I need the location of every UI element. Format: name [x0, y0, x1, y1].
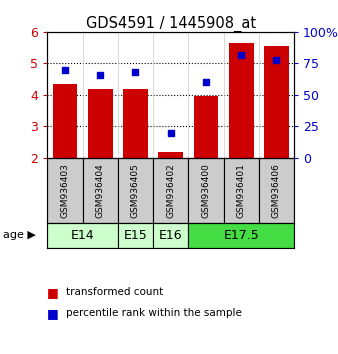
Bar: [153, 158, 188, 223]
Text: E14: E14: [71, 229, 94, 242]
Bar: [188, 158, 223, 223]
Bar: [118, 223, 153, 248]
Bar: [153, 223, 188, 248]
Text: E16: E16: [159, 229, 183, 242]
Text: E15: E15: [124, 229, 147, 242]
Bar: [123, 88, 148, 158]
Bar: [53, 84, 77, 158]
Text: GSM936405: GSM936405: [131, 163, 140, 218]
Bar: [88, 88, 113, 158]
Text: ■: ■: [47, 286, 59, 298]
Bar: [118, 158, 153, 223]
Bar: [82, 158, 118, 223]
Bar: [158, 152, 183, 158]
Text: E17.5: E17.5: [223, 229, 259, 242]
Text: age ▶: age ▶: [3, 230, 36, 240]
Bar: [47, 158, 82, 223]
Text: percentile rank within the sample: percentile rank within the sample: [66, 308, 242, 318]
Text: GSM936401: GSM936401: [237, 163, 246, 218]
Text: GSM936400: GSM936400: [201, 163, 211, 218]
Bar: [229, 43, 254, 158]
Title: GDS4591 / 1445908_at: GDS4591 / 1445908_at: [86, 16, 256, 32]
Text: GSM936406: GSM936406: [272, 163, 281, 218]
Bar: [194, 96, 218, 158]
Bar: [188, 223, 294, 248]
Bar: [223, 158, 259, 223]
Text: ■: ■: [47, 307, 59, 320]
Bar: [264, 46, 289, 158]
Bar: [259, 158, 294, 223]
Bar: [47, 223, 118, 248]
Text: GSM936404: GSM936404: [96, 163, 105, 218]
Text: transformed count: transformed count: [66, 287, 163, 297]
Text: GSM936402: GSM936402: [166, 163, 175, 218]
Text: GSM936403: GSM936403: [61, 163, 69, 218]
